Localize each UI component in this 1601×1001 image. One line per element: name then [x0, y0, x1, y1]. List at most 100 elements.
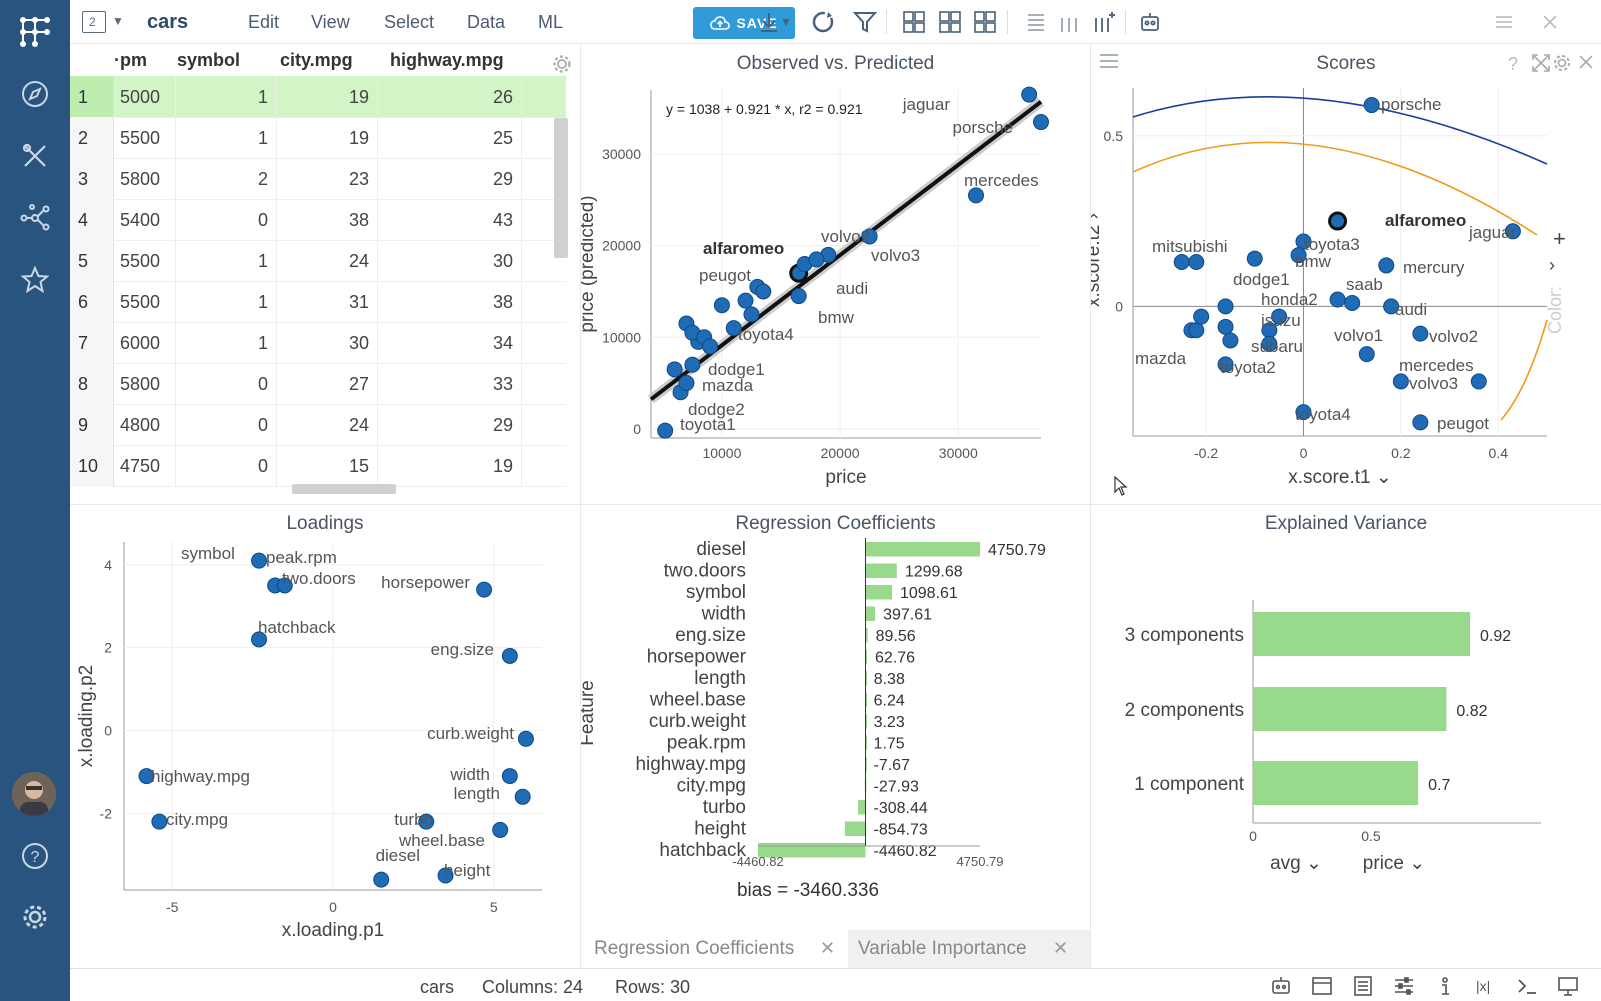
grid-cell-city[interactable]: 19: [280, 76, 378, 118]
grid-cell-hwy[interactable]: 19: [390, 445, 522, 487]
scatter-point[interactable]: [1504, 223, 1521, 240]
grid-cell-hwy[interactable]: 26: [390, 76, 522, 118]
scatter-point[interactable]: [1261, 335, 1278, 352]
column-header-peak-rpm[interactable]: ·pm: [114, 50, 147, 70]
scatter-point[interactable]: [790, 288, 807, 305]
table-row[interactable]: 7 6000 1 30 34: [70, 322, 566, 364]
scatter-point[interactable]: [1188, 254, 1205, 270]
loading-point[interactable]: [251, 552, 268, 569]
menu-view[interactable]: View: [311, 12, 350, 32]
loading-point[interactable]: [517, 730, 534, 747]
vertical-scrollbar[interactable]: [554, 118, 568, 258]
loading-point[interactable]: [437, 867, 454, 884]
y-axis-selector[interactable]: x.score.t2 ›: [1091, 213, 1104, 307]
download-icon[interactable]: [755, 8, 783, 36]
rows-icon[interactable]: [1020, 8, 1048, 36]
coef-bar[interactable]: [758, 843, 866, 858]
avatar[interactable]: [12, 772, 56, 816]
columns-remove-icon[interactable]: [1055, 8, 1083, 36]
robot-icon[interactable]: [1270, 975, 1292, 997]
horizontal-scrollbar[interactable]: [292, 484, 396, 494]
loading-point[interactable]: [492, 821, 509, 838]
scatter-point[interactable]: [702, 338, 719, 355]
maximize-icon[interactable]: [1532, 54, 1550, 77]
color-selector[interactable]: Color:: [1545, 286, 1565, 334]
grid-cell-n[interactable]: 7: [70, 322, 114, 364]
hamburger-menu-icon[interactable]: [1490, 8, 1518, 36]
save-button[interactable]: SAVE: [693, 7, 795, 39]
grid-cell-symbol[interactable]: 1: [177, 76, 277, 118]
grid-settings-gear-icon[interactable]: [552, 54, 572, 79]
table-row[interactable]: 10 4750 0 15 19: [70, 445, 566, 487]
data-grid[interactable]: ·pm symbol city.mpg highway.mpg 1 5000 1 19…: [70, 44, 580, 506]
add-icon[interactable]: +: [1553, 226, 1566, 251]
menu-ml[interactable]: ML: [538, 12, 564, 32]
table-row[interactable]: 6 5500 1 31 38: [70, 281, 566, 323]
grid-cell-n[interactable]: 8: [70, 363, 114, 405]
loading-point[interactable]: [373, 871, 390, 888]
coef-bar[interactable]: [865, 692, 868, 708]
scatter-point[interactable]: [666, 361, 683, 378]
grid-cell-hwy[interactable]: 30: [390, 240, 522, 282]
grid-cell-symbol[interactable]: 1: [177, 117, 277, 159]
views-dropdown-icon[interactable]: ▼: [112, 14, 124, 28]
status-table-name[interactable]: cars: [420, 977, 455, 997]
table-row[interactable]: 8 5800 0 27 33: [70, 363, 566, 405]
scatter-point[interactable]: [1217, 298, 1234, 315]
scatter-point[interactable]: [725, 320, 742, 337]
scatter-point[interactable]: [1358, 346, 1375, 363]
scatter-point[interactable]: [1329, 291, 1346, 308]
coef-bar[interactable]: [865, 757, 867, 772]
grid-cell-pm[interactable]: 5500: [114, 117, 176, 159]
scatter-point[interactable]: [1470, 373, 1487, 390]
scatter-point[interactable]: [1021, 86, 1038, 103]
grid-cell-city[interactable]: 38: [280, 199, 378, 241]
tools-icon[interactable]: [15, 136, 55, 176]
network-icon[interactable]: [15, 198, 55, 238]
grid-cell-symbol[interactable]: 1: [177, 281, 277, 323]
scatter-point[interactable]: [1412, 414, 1429, 431]
scatter-point[interactable]: [755, 283, 772, 300]
loadings-scatter[interactable]: -5 0 5 4 2 0 -2 symbol peak.rpm two.doors horsepow…: [70, 540, 580, 968]
scatter-point[interactable]: [678, 375, 695, 392]
coef-bar[interactable]: [858, 800, 866, 815]
variance-bar[interactable]: [1253, 612, 1470, 656]
scatter-point[interactable]: [1217, 318, 1234, 335]
loading-point[interactable]: [151, 813, 168, 830]
tab-close-icon[interactable]: ✕: [1053, 938, 1069, 958]
console-icon[interactable]: [1516, 975, 1538, 997]
grid-cell-hwy[interactable]: 29: [390, 158, 522, 200]
scatter-point[interactable]: [1217, 356, 1234, 373]
window-icon[interactable]: [1311, 975, 1333, 997]
scatter-point[interactable]: [1383, 298, 1400, 315]
table-name[interactable]: cars: [147, 11, 189, 33]
refresh-icon[interactable]: [809, 8, 837, 36]
grid-cell-symbol[interactable]: 0: [177, 199, 277, 241]
star-icon[interactable]: [15, 260, 55, 300]
grid-cell-n[interactable]: 2: [70, 117, 114, 159]
grid-cell-pm[interactable]: 5500: [114, 281, 176, 323]
scatter-point[interactable]: [1188, 322, 1205, 339]
layout-tiles-icon[interactable]: [936, 8, 964, 36]
grid-cell-hwy[interactable]: 38: [390, 281, 522, 323]
grid-cell-symbol[interactable]: 1: [177, 240, 277, 282]
scatter-point[interactable]: [1363, 97, 1380, 114]
compass-icon[interactable]: [15, 74, 55, 114]
aggregation-selector[interactable]: avg ⌄: [1270, 853, 1322, 874]
grid-cell-city[interactable]: 24: [280, 404, 378, 446]
filter-icon[interactable]: [851, 8, 879, 36]
grid-cell-city[interactable]: 31: [280, 281, 378, 323]
scatter-point[interactable]: [684, 356, 701, 373]
tab-regression-coefficients[interactable]: Regression Coefficients: [594, 938, 795, 959]
column-header-highway-mpg[interactable]: highway.mpg: [390, 50, 504, 70]
grid-cell-pm[interactable]: 5500: [114, 240, 176, 282]
grid-cell-pm[interactable]: 4750: [114, 445, 176, 487]
grid-cell-city[interactable]: 15: [280, 445, 378, 487]
download-dropdown-icon[interactable]: ▼: [780, 15, 792, 29]
coef-bar[interactable]: [865, 542, 980, 557]
loading-point[interactable]: [476, 581, 493, 598]
scatter-point[interactable]: [1290, 247, 1307, 264]
scatter-point[interactable]: [861, 228, 878, 245]
loading-point[interactable]: [276, 577, 293, 594]
scores-menu-icon[interactable]: [1098, 52, 1120, 75]
